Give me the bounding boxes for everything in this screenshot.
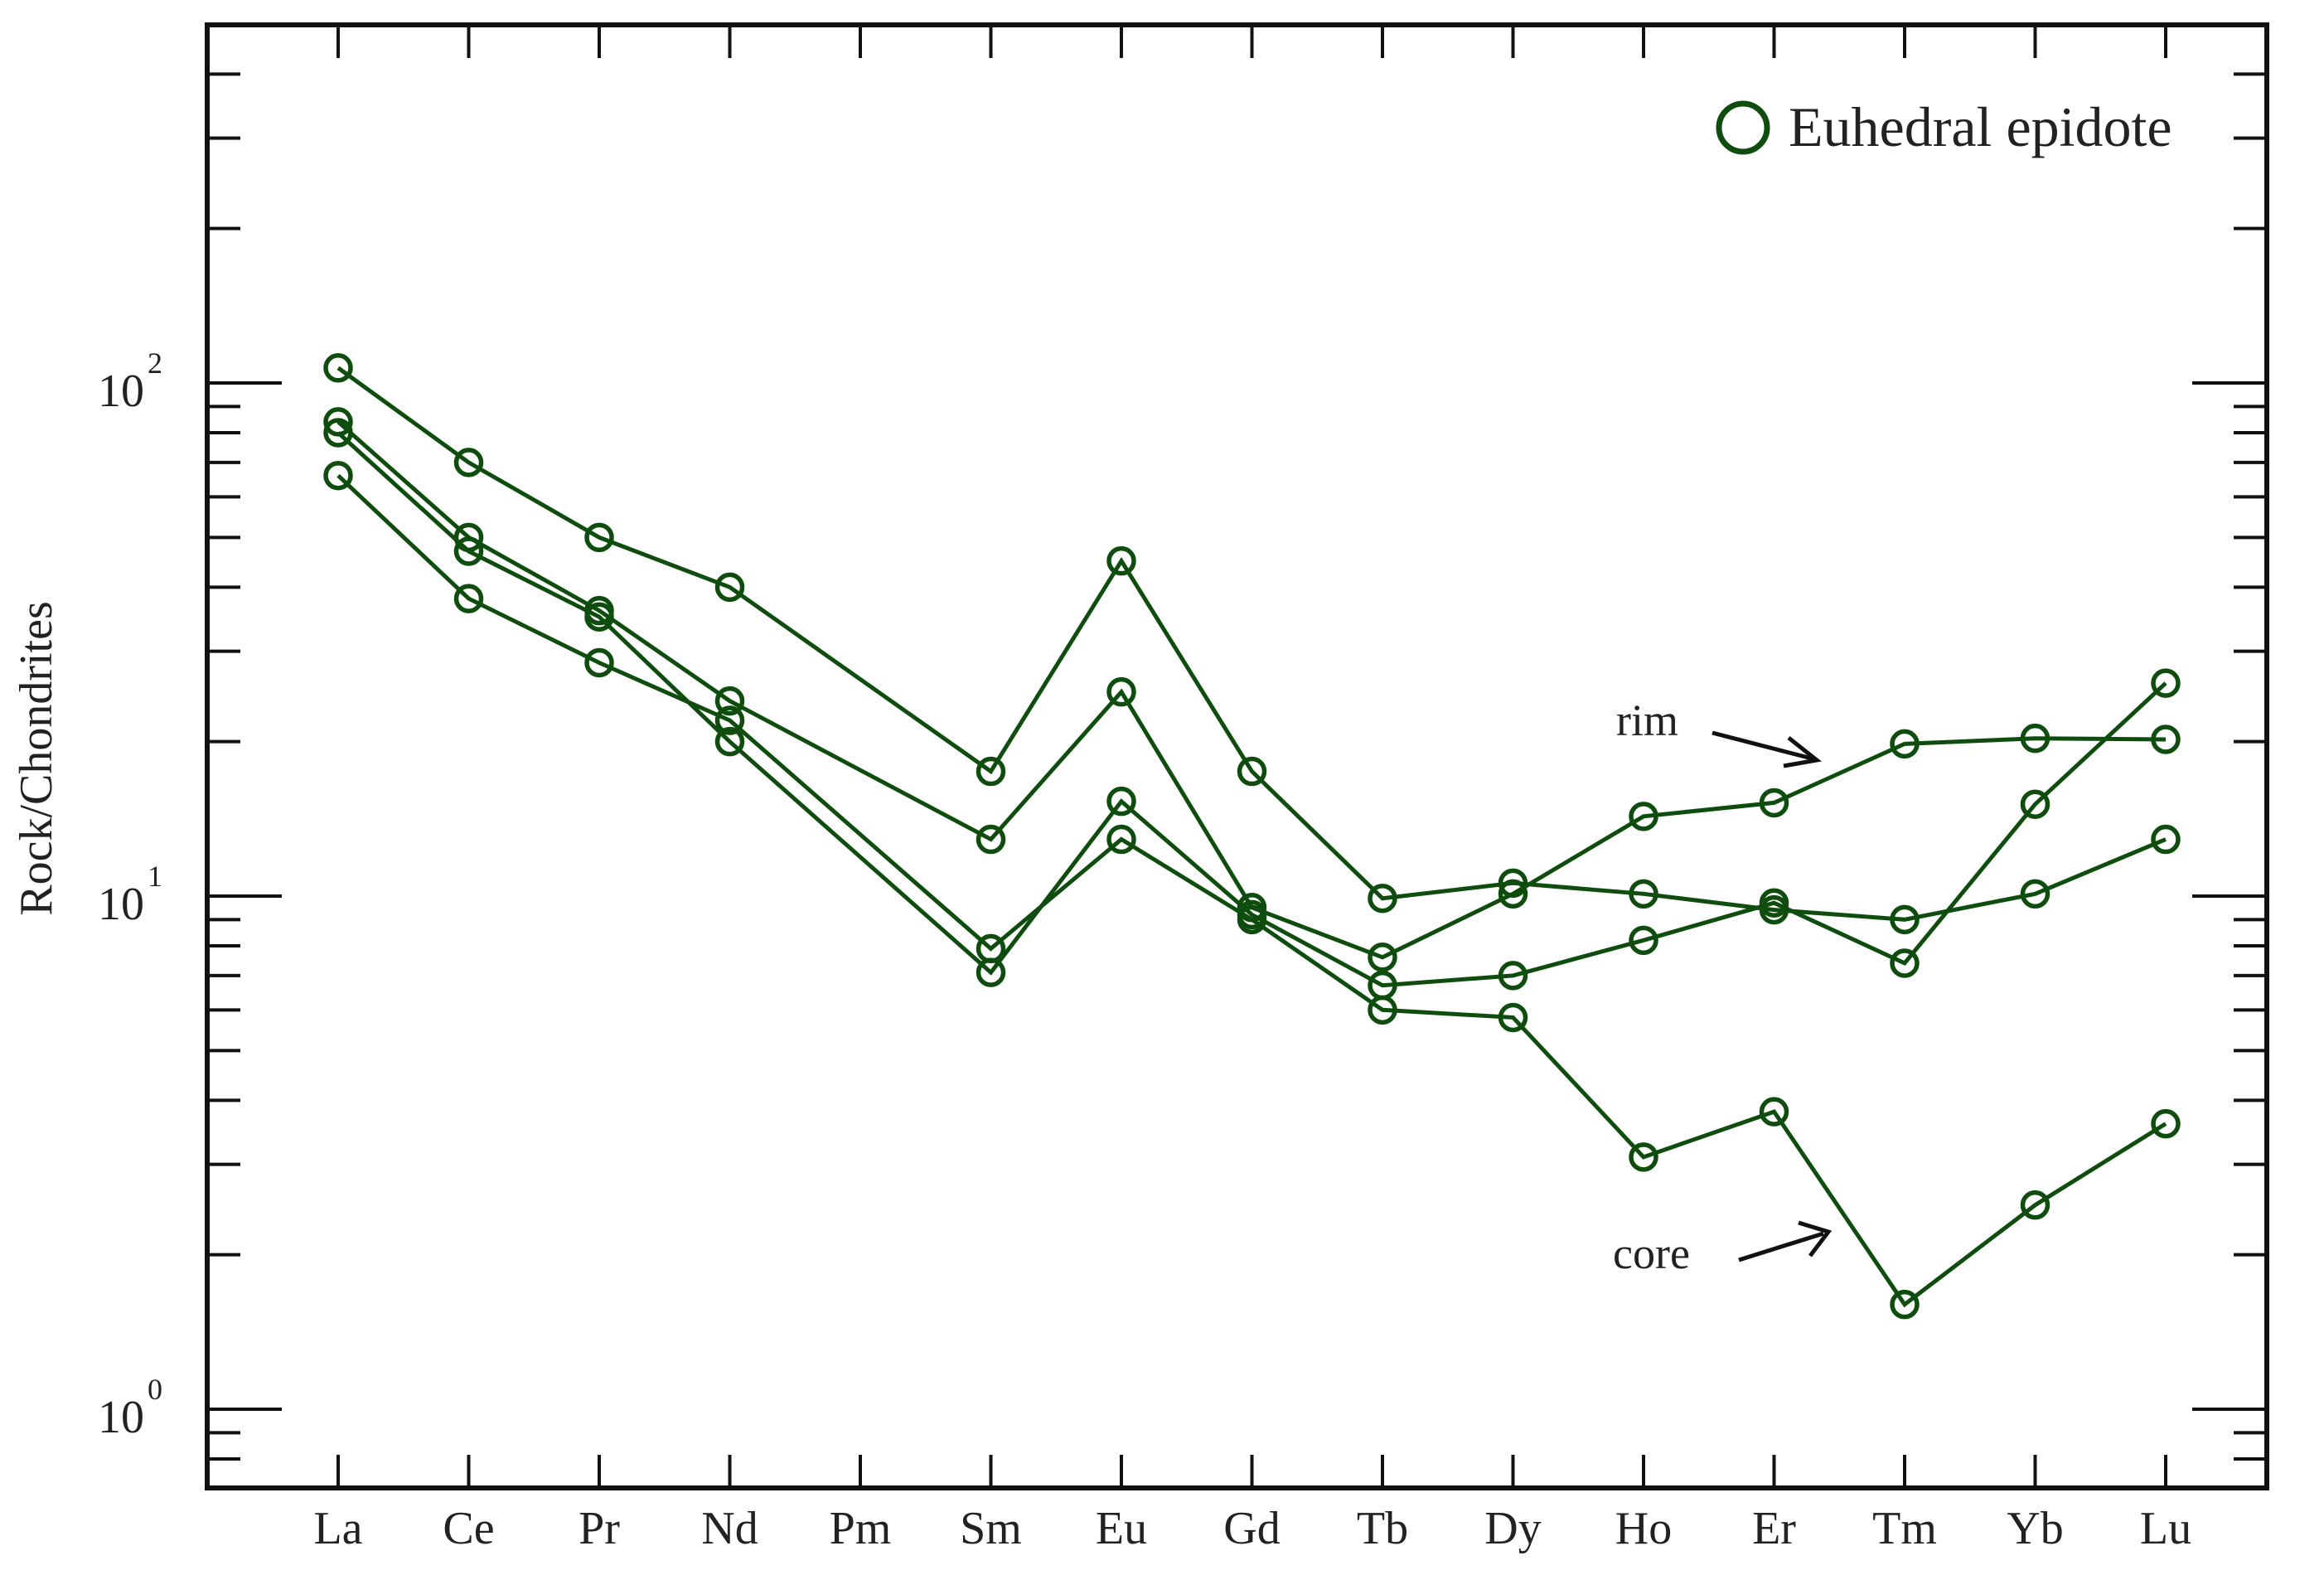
- data-point: [976, 824, 1006, 855]
- x-tick-label-Tb: Tb: [1357, 1503, 1408, 1554]
- y-tick-label: 10: [98, 1392, 144, 1443]
- x-tick-label-Tm: Tm: [1872, 1503, 1937, 1554]
- data-point: [714, 726, 745, 757]
- x-tick-label-Nd: Nd: [701, 1503, 758, 1554]
- x-tick-label-Pr: Pr: [579, 1503, 620, 1554]
- data-point: [453, 536, 484, 566]
- y-axis-label: Rock/Chondrites: [11, 601, 62, 916]
- data-point: [1890, 1289, 1920, 1320]
- series-line-4: [336, 473, 2167, 1308]
- data-point: [1890, 904, 1920, 935]
- annotation-core: core: [1613, 1220, 1833, 1278]
- series-line-1: [336, 366, 2167, 922]
- x-tick-label-Sm: Sm: [960, 1503, 1022, 1554]
- series-line-2: [336, 420, 2167, 960]
- data-point: [714, 705, 745, 735]
- y-tick-label: 10: [98, 366, 144, 417]
- data-point: [2020, 789, 2050, 819]
- data-point: [1759, 888, 1789, 918]
- x-tick-label-Eu: Eu: [1096, 1503, 1147, 1554]
- annotation-rim: rim: [1616, 695, 1822, 768]
- x-tick-label-Dy: Dy: [1484, 1503, 1541, 1554]
- data-point: [453, 584, 484, 613]
- data-point: [976, 933, 1006, 964]
- data-point: [976, 756, 1006, 787]
- data-point: [1368, 943, 1397, 972]
- data-point: [1106, 545, 1136, 576]
- data-point: [1498, 961, 1528, 991]
- data-point: [584, 647, 614, 678]
- data-point: [2151, 668, 2181, 698]
- data-point: [1368, 995, 1397, 1025]
- y-tick-exponent: 0: [148, 1373, 162, 1406]
- legend-marker: [1716, 100, 1770, 155]
- data-point: [453, 522, 484, 553]
- data-point: [1759, 788, 1789, 818]
- data-point: [2151, 1108, 2181, 1139]
- data-point: [1237, 756, 1267, 787]
- annotation-rim-arrow-shaft: [1712, 730, 1813, 761]
- annotation-core-arrowhead: [1798, 1220, 1833, 1258]
- data-point: [1106, 786, 1136, 817]
- data-point: [584, 522, 614, 553]
- data-point: [2020, 879, 2050, 909]
- y-tick-label: 10: [98, 879, 144, 930]
- data-point: [1498, 1002, 1528, 1033]
- data-point: [1498, 879, 1528, 909]
- data-point: [453, 448, 484, 477]
- legend: Euhedral epidote: [1716, 95, 2172, 158]
- series-line-3: [336, 431, 2167, 988]
- x-tick-label-Ho: Ho: [1615, 1503, 1672, 1554]
- annotation-rim-arrowhead: [1783, 736, 1822, 768]
- y-tick-exponent: 1: [148, 860, 162, 893]
- data-point: [1890, 729, 1920, 759]
- legend-label: Euhedral epidote: [1789, 95, 2172, 158]
- plot-frame: [205, 22, 2269, 1490]
- data-point: [1629, 802, 1658, 831]
- data-point: [323, 418, 353, 448]
- data-point: [323, 353, 353, 383]
- x-tick-label-Gd: Gd: [1223, 1503, 1280, 1554]
- data-point: [2020, 723, 2050, 754]
- data-point: [2151, 824, 2181, 855]
- y-tick-exponent: 2: [148, 346, 162, 380]
- data-point: [584, 602, 614, 632]
- series-markers: [323, 353, 2181, 1320]
- x-tick-label-La: La: [313, 1503, 362, 1554]
- data-point: [323, 460, 353, 491]
- data-point: [1890, 948, 1920, 978]
- data-point: [1106, 824, 1136, 855]
- data-point: [1106, 676, 1136, 707]
- data-point: [1759, 1097, 1789, 1127]
- x-tick-label-Er: Er: [1752, 1503, 1796, 1554]
- data-point: [1498, 868, 1528, 899]
- data-point: [1629, 925, 1658, 956]
- data-point: [1237, 904, 1267, 935]
- data-point: [2020, 1190, 2050, 1220]
- data-point: [1368, 883, 1397, 914]
- data-point: [714, 572, 745, 603]
- data-point: [714, 686, 745, 716]
- series-lines: [336, 366, 2167, 1308]
- data-point: [2151, 724, 2181, 754]
- annotation-core-label: core: [1613, 1228, 1690, 1278]
- x-tick-label-Yb: Yb: [2007, 1503, 2063, 1554]
- x-tick-label-Pm: Pm: [830, 1503, 892, 1554]
- data-point: [1629, 879, 1658, 909]
- data-point: [1629, 1142, 1658, 1172]
- annotation-core-arrow-shaft: [1738, 1231, 1824, 1262]
- data-point: [323, 407, 353, 437]
- annotation-rim-label: rim: [1616, 695, 1678, 745]
- x-tick-label-Ce: Ce: [443, 1503, 494, 1554]
- x-tick-label-Lu: Lu: [2140, 1503, 2191, 1554]
